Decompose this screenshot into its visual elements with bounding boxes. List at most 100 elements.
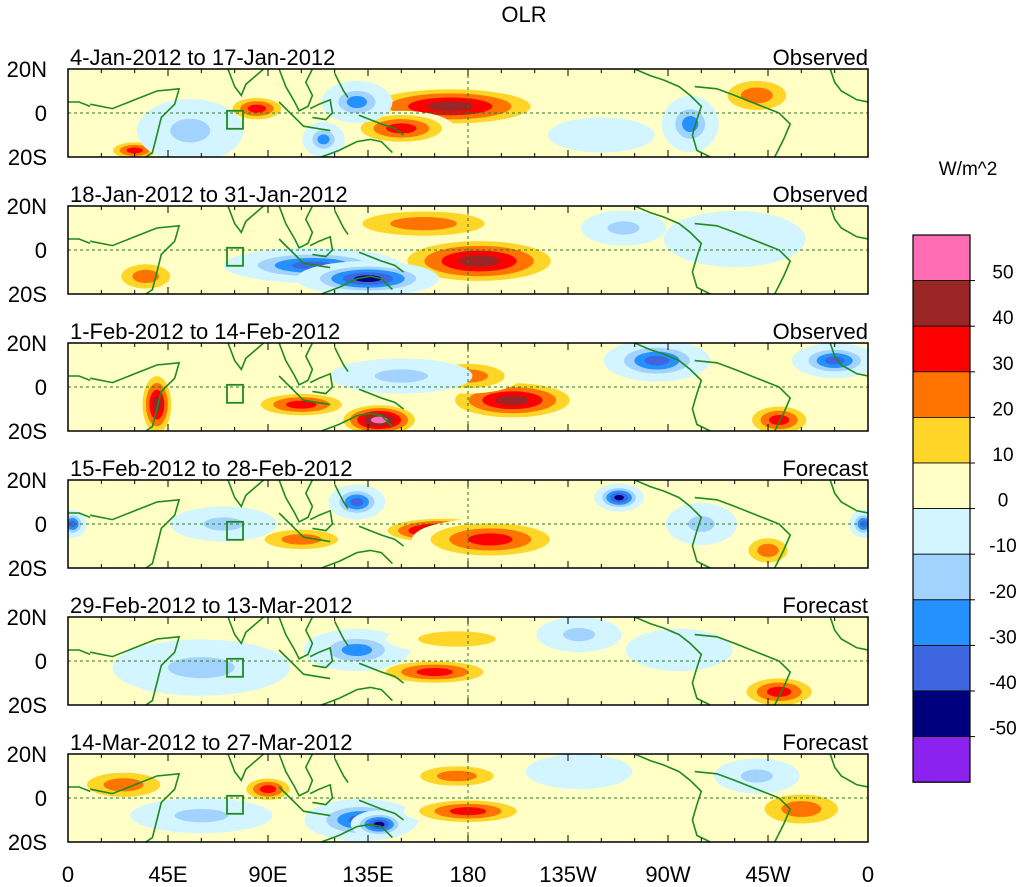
coastline [309, 509, 334, 532]
coastline [694, 770, 792, 842]
coastline [358, 114, 405, 136]
contour-level [168, 657, 235, 679]
anomaly-cell [403, 761, 511, 791]
anomaly-cell [248, 390, 355, 419]
coastline [333, 347, 349, 373]
contour-level [860, 520, 867, 528]
anomaly-cell [525, 754, 633, 790]
y-tick-label: 20S [8, 282, 47, 307]
colorbar-segment [912, 645, 971, 692]
coastlines [68, 343, 868, 431]
colorbar-tick-label: -50 [989, 719, 1016, 740]
anomaly-cell [663, 210, 806, 268]
contour-level [174, 809, 228, 823]
contour-level [644, 355, 670, 366]
coastline [90, 361, 181, 431]
coastline [333, 73, 349, 99]
map-panel: 20N 0 20S 18-Jan-2012 to 31-Jan-2012 Observe… [7, 182, 869, 307]
panel-period: 15-Feb-2012 to 28-Feb-2012 [70, 456, 353, 481]
region-box [226, 657, 244, 678]
y-tick-label: 0 [35, 786, 47, 811]
coastline [694, 85, 792, 157]
panel-period: 4-Jan-2012 to 17-Jan-2012 [70, 45, 335, 70]
coastline [829, 480, 868, 514]
anomaly-cell [321, 80, 393, 124]
contour-level [688, 516, 715, 532]
colorbar-segment [912, 553, 971, 601]
region-box [226, 246, 244, 267]
coastline [278, 69, 314, 112]
coastline [309, 372, 334, 395]
coastline [321, 138, 393, 157]
contour-level [467, 533, 513, 546]
colorbar-segment [912, 508, 971, 555]
colorbar-tick-label: 30 [992, 354, 1013, 375]
region-box [226, 794, 244, 815]
coastline [321, 686, 393, 705]
coastlines [68, 69, 868, 157]
colorbar-segment [912, 280, 971, 327]
anomaly-cell [736, 674, 822, 705]
contour-level [824, 356, 845, 365]
coastline [358, 662, 405, 684]
anomaly-cell [603, 343, 711, 382]
coastline [358, 251, 405, 273]
coastline [634, 343, 711, 431]
coastline [358, 799, 405, 821]
anomaly-cell [370, 657, 499, 687]
contour-level [350, 497, 364, 507]
coastline [90, 87, 181, 157]
y-tick-label: 0 [35, 649, 47, 674]
contour-level [427, 101, 474, 112]
panel-kind: Forecast [782, 730, 868, 755]
anomaly-cell [239, 775, 297, 804]
colorbar-segment [912, 371, 971, 418]
coastline [278, 480, 314, 523]
anomaly-cell [224, 94, 289, 123]
contour-level [346, 95, 368, 109]
contour-level [374, 369, 429, 383]
anomaly-cell [661, 95, 719, 153]
contour-level [695, 223, 774, 255]
coastline [278, 786, 331, 817]
colorbar-segment [912, 462, 971, 509]
anomaly-cell [739, 532, 797, 568]
coastline [634, 206, 711, 294]
coastline [634, 69, 711, 157]
anomaly-cell [714, 758, 800, 794]
map-panel: 20N 0 20S 1-Feb-2012 to 14-Feb-2012 Observed [7, 319, 869, 444]
anomaly-cell [580, 210, 667, 246]
panel-kind: Observed [773, 319, 868, 344]
anomaly-cell [336, 402, 422, 431]
panel-period: 29-Feb-2012 to 13-Mar-2012 [70, 593, 353, 618]
colorbar-segment [912, 325, 971, 373]
y-tick-label: 20S [8, 693, 47, 718]
contour-level [103, 778, 144, 792]
x-tick-label: 0 [862, 862, 874, 887]
figure-title: OLR [501, 2, 546, 27]
coastline [829, 754, 868, 788]
x-tick-label: 0 [62, 862, 74, 887]
coastline [227, 343, 265, 372]
contour-level [126, 147, 143, 154]
y-tick-label: 20N [7, 742, 47, 767]
anomaly-cell [385, 624, 528, 654]
coastline [68, 512, 91, 519]
anomaly-cell [594, 483, 644, 512]
anomaly-cell [334, 206, 513, 242]
panel-period: 18-Jan-2012 to 31-Jan-2012 [70, 182, 348, 207]
colorbar-segment [912, 690, 971, 737]
colorbar-segment [912, 234, 971, 281]
coastline [278, 617, 314, 660]
y-tick-label: 20S [8, 419, 47, 444]
contour-level [418, 631, 496, 647]
contour-level [436, 770, 477, 782]
anomaly-cell [248, 525, 355, 554]
y-tick-label: 20N [7, 468, 47, 493]
coastline [227, 754, 265, 783]
coastlines [68, 754, 868, 842]
coastline [694, 633, 792, 705]
anomaly-cell [412, 518, 569, 561]
region-box [226, 520, 244, 541]
coastline [634, 754, 711, 842]
